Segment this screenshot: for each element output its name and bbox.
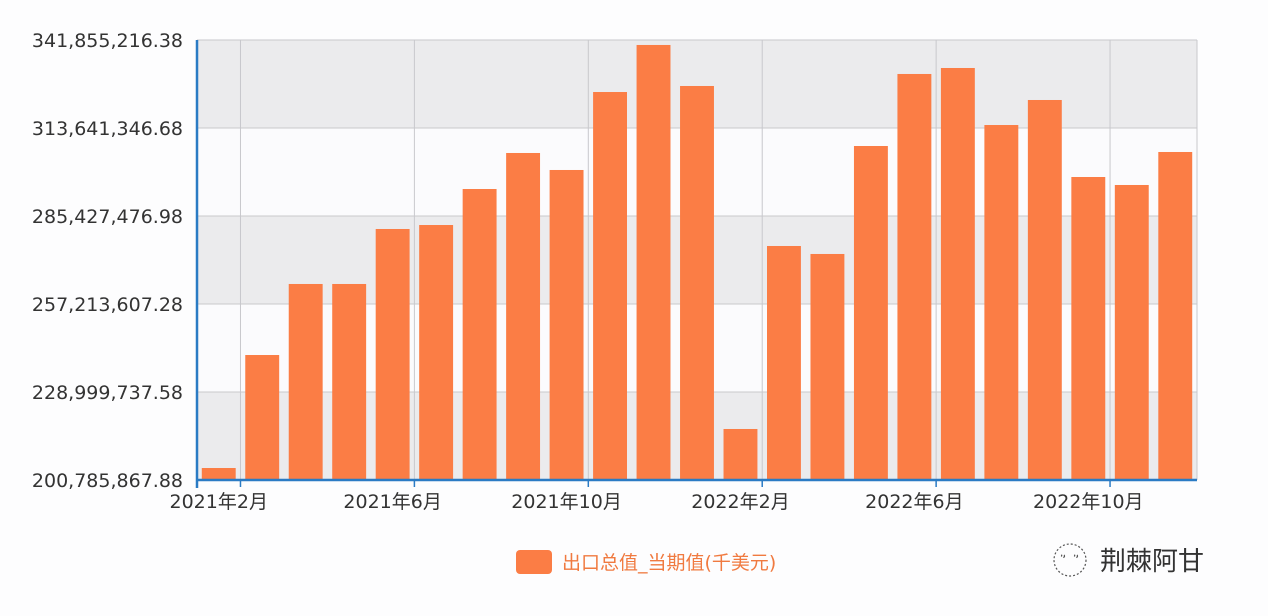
legend-label: 出口总值_当期值(千美元) [562,552,776,574]
y-tick-label: 313,641,346.68 [32,118,183,140]
y-tick-label: 341,855,216.38 [32,30,183,52]
bar-2022-12 [1158,151,1193,480]
bar-2022-04 [810,253,845,480]
bar-2021-02 [201,468,236,480]
bar-2021-05 [332,283,367,480]
legend-swatch [516,550,552,574]
bar-2022-08 [984,125,1019,481]
y-tick-label: 257,213,607.28 [32,294,183,316]
x-tick-label: 2022年6月 [865,491,963,513]
bar-2021-12 [636,44,671,481]
y-tick-label: 228,999,737.58 [32,382,183,404]
x-tick-label: 2021年2月 [170,491,268,513]
axes [195,40,1197,488]
bar-2022-09 [1027,99,1062,481]
y-tick-label: 200,785,867.88 [32,470,183,492]
bar-2022-01 [680,85,714,481]
x-tick-label: 2022年2月 [691,491,789,513]
bar-2022-02 [723,428,758,480]
bar-2021-09 [506,152,541,480]
bar-2021-04 [288,283,323,480]
y-axis-ticks: 200,785,867.88 228,999,737.58 257,213,607.… [32,30,183,492]
bar-2022-10 [1071,177,1106,480]
bar-2021-10 [549,169,584,480]
x-tick-label: 2021年10月 [511,491,622,513]
wechat-icon [1053,543,1087,577]
bar-2021-08 [462,189,497,480]
bar-2022-06 [897,73,932,480]
legend[interactable]: 出口总值_当期值(千美元) [516,550,776,574]
bar-2022-11 [1114,184,1149,480]
bars [201,44,1193,481]
bar-2022-05 [853,146,888,480]
bar-2022-07 [940,67,975,481]
y-tick-label: 285,427,476.98 [32,206,183,228]
x-axis-ticks: 2021年2月 2021年6月 2021年10月 2022年2月 2022年6月 2022… [170,491,1144,513]
watermark: 荆棘阿甘 [1053,543,1204,577]
bar-2022-03 [767,245,801,480]
x-tick-label: 2021年6月 [343,491,441,513]
bar-2021-06 [375,228,410,480]
bar-2021-03 [245,355,280,480]
bar-2021-07 [419,225,454,480]
x-tick-label: 2022年10月 [1033,491,1144,513]
bar-2021-11 [593,92,627,480]
watermark-text: 荆棘阿甘 [1100,547,1204,577]
